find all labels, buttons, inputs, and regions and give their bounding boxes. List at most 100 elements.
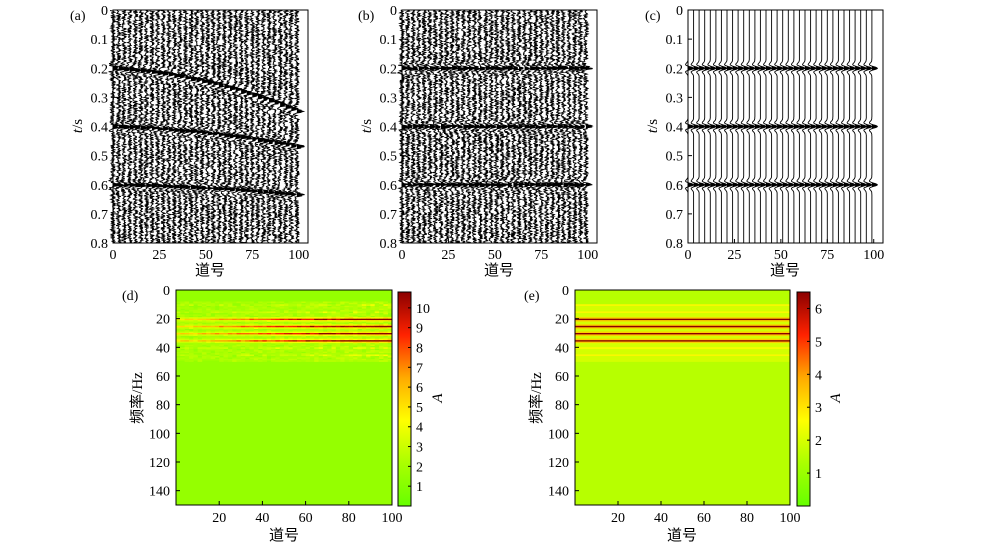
heatmap-cell bbox=[184, 304, 190, 306]
heatmap-cell bbox=[314, 304, 319, 306]
heatmap-cell bbox=[387, 333, 393, 335]
heatmap-cell bbox=[219, 314, 224, 317]
heatmap-cell bbox=[201, 343, 207, 345]
heatmap-cell bbox=[245, 312, 250, 315]
heatmap-cell bbox=[271, 307, 276, 309]
heatmap-cell bbox=[232, 331, 237, 334]
xticks-a: 0 25 50 75 100 bbox=[110, 239, 309, 263]
heatmap-cell bbox=[253, 345, 259, 348]
heatmap-cell bbox=[387, 341, 393, 344]
xtick-label: 20 bbox=[212, 511, 226, 526]
heatmap-cell bbox=[189, 348, 194, 351]
heatmap-cell bbox=[379, 320, 384, 322]
heatmap-cell bbox=[297, 330, 302, 332]
heatmap-cell bbox=[288, 340, 293, 342]
heatmap-cell bbox=[219, 345, 224, 348]
trace-fill bbox=[855, 10, 861, 243]
trace bbox=[169, 9, 183, 244]
heatmap-cell bbox=[344, 355, 350, 358]
heatmap-cell bbox=[288, 318, 293, 321]
heatmap-cell bbox=[340, 323, 345, 325]
heatmap-cell bbox=[374, 307, 380, 309]
heatmap-cell bbox=[387, 351, 393, 354]
heatmap-cell bbox=[271, 315, 276, 318]
heatmap-cell bbox=[318, 301, 324, 304]
heatmap-cell bbox=[301, 355, 306, 358]
trace bbox=[434, 9, 449, 243]
xtick-label: 100 bbox=[863, 248, 884, 263]
heatmap-cell bbox=[297, 350, 302, 352]
heatmap-cell bbox=[357, 348, 362, 351]
heatmap-cell bbox=[387, 308, 393, 311]
heatmap-cell bbox=[193, 314, 198, 317]
heatmap-cell bbox=[193, 344, 198, 347]
heatmap-cell bbox=[210, 308, 216, 311]
heatmap-cell bbox=[327, 337, 332, 339]
heatmap-cell bbox=[219, 333, 224, 335]
heatmap-cell bbox=[197, 310, 203, 312]
heatmap-cell bbox=[258, 333, 263, 335]
heatmap-cell bbox=[374, 308, 380, 311]
heatmap-cell bbox=[297, 312, 302, 315]
heatmap-cell bbox=[335, 304, 341, 306]
heatmap-cell bbox=[284, 302, 289, 305]
heatmap-cell bbox=[206, 327, 211, 329]
heatmap-cell bbox=[335, 330, 341, 332]
ytick-label: 20 bbox=[555, 313, 569, 328]
heatmap-cell bbox=[370, 350, 375, 352]
panel-label-c: (c) bbox=[645, 9, 661, 24]
heatmap-cell bbox=[180, 334, 185, 337]
heatmap-cell bbox=[301, 338, 306, 341]
heatmap-cell bbox=[214, 324, 220, 327]
heatmap-cell bbox=[357, 324, 362, 327]
heatmap-cell bbox=[206, 318, 211, 321]
heatmap-cell bbox=[210, 338, 216, 341]
heatmap-cell bbox=[197, 351, 203, 354]
heatmap-cell bbox=[227, 315, 233, 318]
heatmap-cell bbox=[331, 340, 337, 342]
heatmap-cell bbox=[240, 308, 246, 311]
heatmap-cell bbox=[193, 308, 198, 311]
heatmap-cell bbox=[361, 340, 367, 342]
heatmap-cell bbox=[292, 308, 298, 311]
heatmap-cell bbox=[288, 360, 293, 362]
heatmap-cell bbox=[297, 321, 302, 324]
heatmap-cell bbox=[305, 341, 311, 344]
heatmap-cell bbox=[219, 302, 224, 305]
ylabel-a-unit: /s bbox=[70, 119, 86, 129]
heatmap-cell bbox=[379, 314, 384, 317]
xtick-label: 75 bbox=[534, 248, 548, 263]
heatmap-cell bbox=[309, 350, 315, 352]
heatmap-cell bbox=[305, 328, 311, 331]
heatmap-cell bbox=[184, 320, 190, 322]
heatmap-cell bbox=[258, 325, 263, 328]
panel-label-d: (d) bbox=[122, 289, 139, 304]
heatmap-cell bbox=[180, 327, 185, 329]
heatmap-cell bbox=[236, 317, 242, 319]
heatmap-cell bbox=[305, 360, 311, 362]
heatmap-cell bbox=[176, 335, 181, 338]
heatmap-cell bbox=[314, 335, 319, 338]
heatmap-cell bbox=[322, 328, 328, 331]
trace bbox=[763, 10, 773, 243]
heatmap-cell bbox=[189, 317, 194, 319]
heatmap-cell bbox=[314, 321, 319, 324]
trace-fill bbox=[519, 10, 527, 243]
heatmap-cell bbox=[575, 323, 791, 325]
heatmap-cell bbox=[322, 358, 328, 361]
heatmap-cell bbox=[236, 325, 242, 328]
heatmap-cell bbox=[335, 334, 341, 337]
heatmap-cell bbox=[361, 360, 367, 362]
heatmap-cell bbox=[197, 317, 203, 319]
heatmap-cell bbox=[279, 331, 285, 334]
heatmap-cell bbox=[232, 327, 237, 329]
heatmap-cell bbox=[344, 358, 350, 361]
heatmap-cell bbox=[245, 315, 250, 318]
heatmap-cell bbox=[201, 358, 207, 361]
heatmap-cell bbox=[305, 315, 311, 318]
heatmap-cell bbox=[284, 348, 289, 351]
heatmap-cell bbox=[232, 341, 237, 344]
heatmap-cell bbox=[335, 315, 341, 318]
heatmap-cell bbox=[292, 354, 298, 357]
